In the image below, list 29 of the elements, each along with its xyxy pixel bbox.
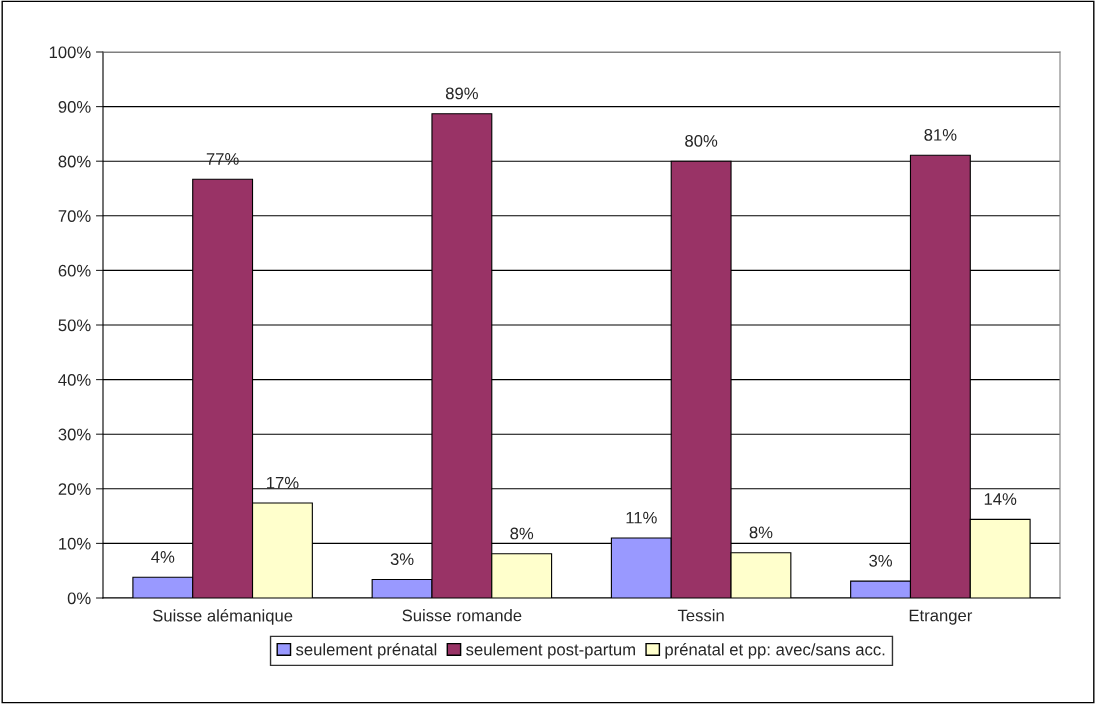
data-label: 8% — [510, 527, 534, 540]
data-label: 8% — [749, 526, 773, 539]
y-tick-label: 40% — [58, 374, 91, 386]
y-tick-label: 70% — [58, 210, 91, 222]
y-tick-label: 50% — [58, 319, 91, 332]
data-label: 11% — [626, 511, 657, 524]
x-tick-label: Etranger — [909, 609, 973, 625]
legend-label: seulement post-partum — [466, 643, 635, 659]
legend-label: prénatal et pp: avec/sans acc. — [665, 643, 885, 659]
data-label: 14% — [984, 493, 1017, 505]
y-tick-label: 80% — [58, 155, 91, 168]
y-tick-label: 10% — [59, 537, 91, 550]
y-tick-label: 20% — [58, 483, 91, 495]
y-tick-label: 60% — [58, 264, 91, 277]
data-label: 3% — [869, 554, 893, 567]
y-tick-label: 0% — [67, 592, 91, 605]
y-tick-label: 100% — [49, 46, 91, 59]
data-label: 81% — [924, 128, 957, 141]
x-tick-label: Tessin — [677, 609, 724, 622]
y-tick-label: 90% — [58, 101, 91, 113]
data-label: 3% — [390, 553, 414, 566]
data-label: 17% — [267, 476, 299, 489]
data-label: 80% — [685, 134, 718, 147]
data-label: 4% — [151, 551, 175, 563]
x-tick-label: Suisse romande — [402, 609, 522, 622]
x-tick-label: Suisse alémanique — [152, 609, 293, 625]
y-tick-label: 30% — [58, 428, 91, 441]
legend-label: seulement prénatal — [296, 643, 437, 659]
data-label: 89% — [445, 87, 478, 100]
